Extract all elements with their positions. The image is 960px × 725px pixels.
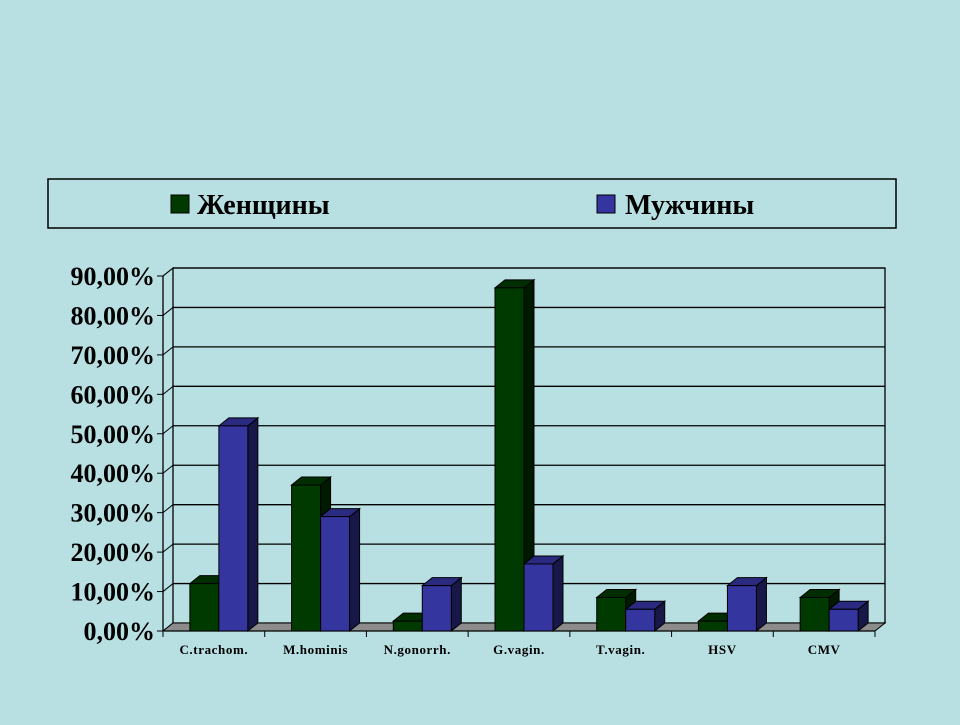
bar bbox=[189, 583, 220, 632]
bar bbox=[421, 585, 452, 632]
legend-label-men: Мужчины bbox=[625, 190, 754, 221]
x-tick-label: T.vagin. bbox=[596, 642, 645, 657]
gridline-side bbox=[162, 425, 174, 435]
bar bbox=[218, 425, 249, 632]
x-tick-label: HSV bbox=[708, 642, 737, 657]
y-tick-label: 20,00% bbox=[71, 538, 156, 567]
plot-area: 0,00% 10,00% 20,00% 30,00% 40,00% 50,00% 60,00… bbox=[71, 262, 887, 657]
x-tick-label: C.trachom. bbox=[179, 642, 248, 657]
gridline-side bbox=[162, 267, 174, 277]
bar bbox=[291, 484, 322, 632]
x-tick-label: CMV bbox=[808, 642, 841, 657]
bar bbox=[596, 596, 627, 632]
bar bbox=[523, 563, 554, 632]
bar bbox=[320, 516, 351, 632]
x-tick-label: M.hominis bbox=[283, 642, 348, 657]
gridline-side bbox=[162, 464, 174, 474]
bar-side bbox=[349, 507, 361, 633]
gridline-side bbox=[162, 307, 174, 316]
legend-swatch-women bbox=[170, 194, 190, 214]
y-tick-label: 30,00% bbox=[71, 499, 156, 528]
bar-side bbox=[552, 554, 564, 633]
x-tick-label: N.gonorrh. bbox=[384, 642, 451, 657]
gridline-side bbox=[162, 583, 174, 592]
x-tick-label: G.vagin. bbox=[493, 642, 545, 657]
y-tick-label: 50,00% bbox=[71, 420, 156, 449]
gridline-side bbox=[162, 385, 174, 395]
bar-side bbox=[450, 576, 462, 633]
y-tick-label: 90,00% bbox=[71, 262, 156, 291]
bar bbox=[726, 585, 757, 632]
y-tick-label: 70,00% bbox=[71, 341, 156, 370]
y-tick-label: 0,00% bbox=[84, 617, 156, 646]
bar bbox=[625, 608, 656, 632]
gridline-side bbox=[162, 346, 174, 356]
legend: Женщины Мужчины bbox=[47, 178, 897, 229]
legend-swatch-men bbox=[596, 194, 616, 214]
y-tick-label: 40,00% bbox=[71, 459, 156, 488]
y-tick-label: 80,00% bbox=[71, 301, 156, 330]
bar bbox=[494, 287, 525, 632]
legend-label-women: Женщины bbox=[197, 190, 330, 221]
bar-side bbox=[247, 416, 259, 633]
plot-side-wall bbox=[162, 266, 174, 633]
bar bbox=[392, 620, 423, 632]
bar bbox=[828, 608, 859, 632]
bar bbox=[697, 620, 728, 632]
y-tick-label: 10,00% bbox=[71, 578, 156, 607]
bar-side bbox=[755, 576, 767, 633]
gridline-side bbox=[162, 504, 174, 514]
y-tick-label: 60,00% bbox=[71, 380, 156, 409]
gridline-side bbox=[162, 543, 174, 553]
bar bbox=[799, 596, 830, 632]
